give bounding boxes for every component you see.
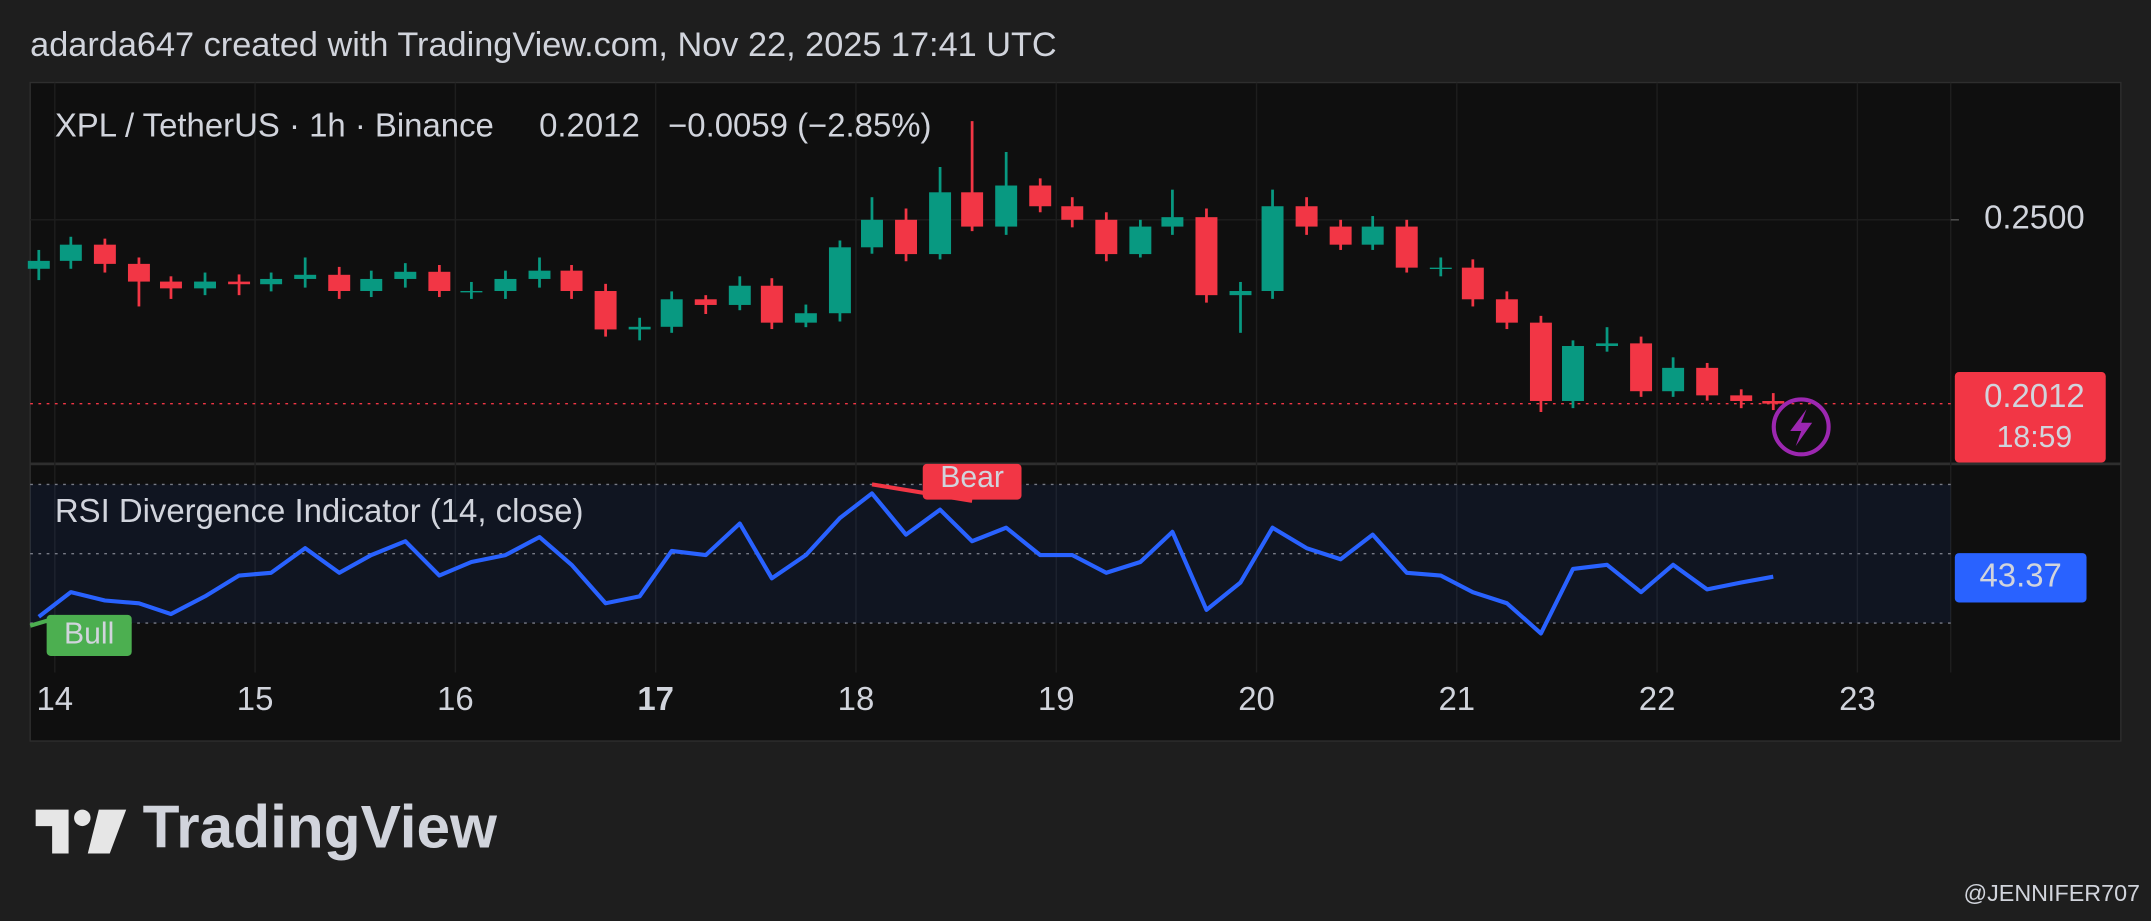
x-tick-label: 16 xyxy=(437,680,474,717)
candle-body xyxy=(660,299,683,327)
marks: Bear Bull xyxy=(27,121,1951,656)
candle-body xyxy=(260,278,283,285)
candle-body xyxy=(1295,206,1318,227)
rsi-badge-value: 43.37 xyxy=(1979,556,2061,593)
candle-body xyxy=(328,274,351,292)
candle-body xyxy=(1461,267,1484,300)
y-tick-label: 0.2500 xyxy=(1984,199,2085,236)
candle-body xyxy=(1229,291,1252,296)
x-tick-label: 18 xyxy=(838,680,875,717)
candle-body xyxy=(628,326,651,330)
candle-body xyxy=(1195,217,1218,296)
candle-body xyxy=(27,260,50,269)
candle-body xyxy=(1696,367,1719,396)
logo-mark xyxy=(35,809,69,854)
candle-body xyxy=(1029,185,1052,207)
candle-body xyxy=(1395,226,1418,268)
candle-body xyxy=(1730,395,1753,402)
candle-body xyxy=(995,185,1018,227)
candle-body xyxy=(694,299,717,305)
x-tick-label: 20 xyxy=(1238,680,1275,717)
logo-text: TradingView xyxy=(143,793,498,861)
candle-body xyxy=(93,244,116,264)
symbol: XPL / TetherUS · 1h · Binance xyxy=(55,107,494,144)
candle-body xyxy=(1529,322,1552,402)
bear-tag xyxy=(922,463,1022,500)
candle-body xyxy=(828,247,851,314)
x-tick-label: 23 xyxy=(1839,680,1876,717)
candle-body xyxy=(794,313,817,323)
alert-icon[interactable] xyxy=(1771,397,1831,457)
rsi-line xyxy=(37,491,1774,636)
candle-body xyxy=(1161,217,1184,227)
candle-body xyxy=(1129,226,1152,255)
candle-body xyxy=(160,281,182,289)
price-change: −0.0059 (−2.85%) xyxy=(668,107,931,144)
candle-body xyxy=(59,244,82,261)
watermark: @JENNIFER707 xyxy=(1963,880,2140,906)
candle-body xyxy=(194,281,217,289)
logo: TradingView xyxy=(35,793,498,861)
x-tick-label: 17 xyxy=(637,680,674,717)
alert-bolt[interactable] xyxy=(1790,409,1813,447)
candle-body xyxy=(460,291,483,293)
x-tick-label: 21 xyxy=(1439,680,1476,717)
price-badge-value: 0.2012 xyxy=(1984,377,2085,414)
candle-body xyxy=(1662,367,1685,392)
candle-body xyxy=(1596,343,1619,347)
alert-circle[interactable] xyxy=(1771,397,1831,457)
candle-body xyxy=(394,271,417,279)
chart-frame xyxy=(29,81,2122,742)
candle-body xyxy=(494,278,517,292)
candle-body xyxy=(1495,299,1518,323)
x-tick-label: 14 xyxy=(37,680,74,717)
x-tick-label: 15 xyxy=(237,680,274,717)
grid xyxy=(30,82,1959,673)
candle-body xyxy=(594,291,617,330)
logo-slash xyxy=(87,809,127,854)
candle-body xyxy=(1429,267,1452,270)
countdown: 18:59 xyxy=(1997,421,2072,454)
candle-body xyxy=(127,263,150,282)
rsi-badge xyxy=(1954,553,2087,603)
candle-body xyxy=(1261,206,1284,292)
candle-body xyxy=(1095,219,1118,255)
credit: adarda647 created with TradingView.com, … xyxy=(30,26,1057,64)
candle-body xyxy=(1061,206,1084,220)
candle-body xyxy=(1630,343,1653,392)
candle-body xyxy=(560,270,583,292)
candle-body xyxy=(760,285,783,323)
price-badge xyxy=(1954,372,2106,463)
candle-body xyxy=(929,192,952,255)
candle-body xyxy=(428,271,451,292)
candle-body xyxy=(228,281,251,285)
candle-body xyxy=(728,285,751,305)
candle-body xyxy=(861,219,883,248)
candle-body xyxy=(294,274,317,279)
bull-tag xyxy=(46,614,132,656)
candle-body xyxy=(895,219,918,255)
logo-dot xyxy=(74,809,91,827)
candle-body xyxy=(1361,226,1384,245)
candle-body xyxy=(1562,346,1584,402)
rsi-title: RSI Divergence Indicator (14, close) xyxy=(55,492,584,529)
x-tick-label: 19 xyxy=(1038,680,1075,717)
candle-body xyxy=(528,270,551,279)
bull-label: Bull xyxy=(64,617,114,650)
candle-body xyxy=(360,278,383,292)
candle-body xyxy=(961,192,984,227)
last-price: 0.2012 xyxy=(539,107,640,144)
candle-body xyxy=(1762,401,1785,404)
bear-label: Bear xyxy=(940,461,1004,494)
rsi-band xyxy=(30,484,1951,624)
candle-body xyxy=(1329,226,1352,245)
x-tick-label: 22 xyxy=(1639,680,1676,717)
